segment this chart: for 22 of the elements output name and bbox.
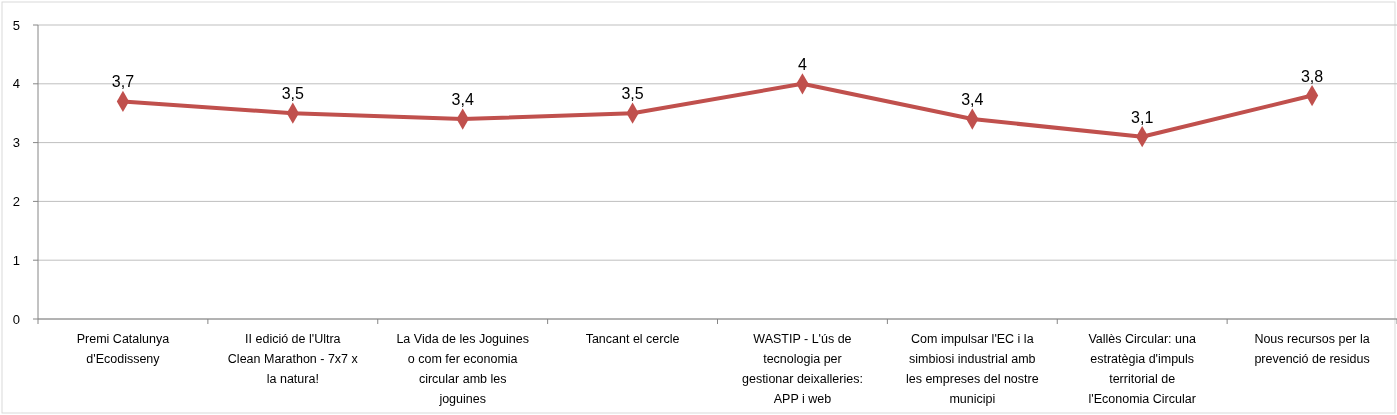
x-tick-label: Premi Catalunya d'Ecodisseny [76,332,170,366]
x-tick-label: II edició de l'Ultra Clean Marathon - 7x7 x la natura! [227,332,359,386]
y-tick-label: 5 [12,17,20,33]
data-label: 3,5 [621,85,644,103]
y-tick-label: 2 [12,193,20,209]
y-tick-label: 1 [12,252,20,268]
y-tick-label: 4 [12,76,20,92]
data-label: 3,5 [281,85,305,103]
x-tick-label: WASTIP - L'ús de tecnologia per gestionar deixalleries: APP i web [741,332,863,406]
x-tick-label: Tancant el cercle [585,332,680,346]
data-label: 3,7 [111,73,135,91]
x-tick-label: Vallès Circular: una estratègia d'impuls territorial de l'Economia Circular [1088,332,1196,406]
x-tick-label: Nous recursos per la prevenció de residus [1254,332,1370,366]
x-tick-label: La Vida de les Joguines o com fer economia circular amb les joguines [396,332,529,406]
data-label: 3,1 [1131,108,1154,126]
x-tick-label: Com impulsar l'EC i la simbiosi industrial amb les empreses del nostre municipi [905,332,1039,406]
y-tick-label: 0 [12,311,20,327]
data-label: 3,8 [1300,67,1324,85]
data-label: 3,4 [451,91,474,109]
data-label: 4 [797,55,807,73]
y-tick-label: 3 [12,135,20,151]
data-label: 3,4 [961,91,984,109]
